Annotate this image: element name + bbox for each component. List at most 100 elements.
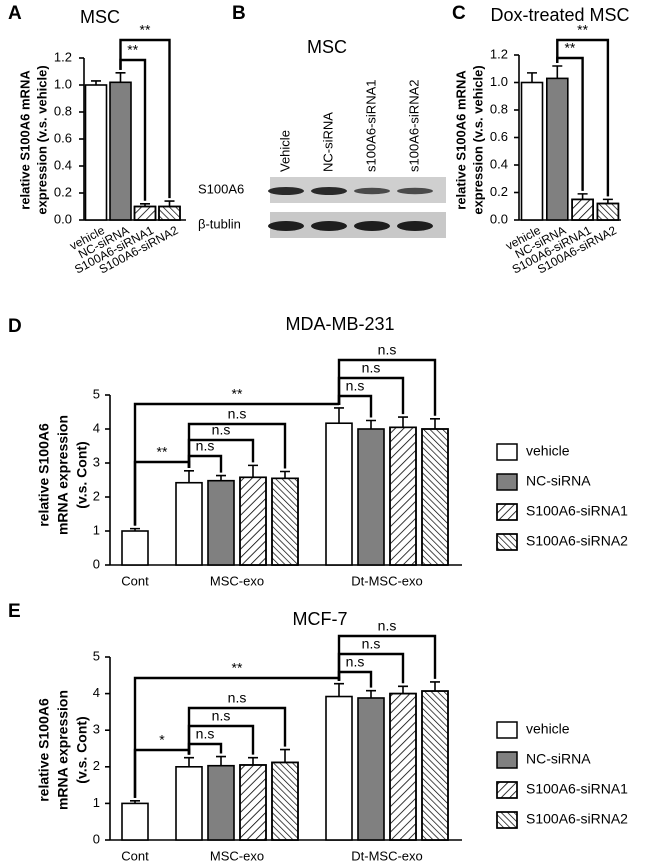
bar-hatch	[571, 198, 594, 221]
bar-hatch	[421, 690, 449, 841]
bar	[325, 422, 353, 566]
lane-label: s100A6-siRNA1	[363, 80, 378, 173]
y-tick-label: 2	[93, 758, 100, 773]
bar	[207, 764, 235, 841]
legend-hatch	[496, 533, 518, 551]
blot-band	[397, 221, 433, 231]
y-tick-label: 0.6	[54, 130, 72, 145]
error-bar	[216, 755, 226, 766]
y-tick-label: 0	[93, 556, 100, 571]
error-bar	[280, 470, 290, 479]
bar-hatch	[421, 428, 449, 566]
error-bar	[334, 407, 344, 424]
y-tick-label: 0.8	[490, 101, 508, 116]
significance-bracket	[556, 38, 610, 197]
significance-label: n.s	[378, 342, 397, 358]
y-tick-label: 1.0	[54, 76, 72, 91]
lane-label: s100A6-siRNA2	[406, 80, 421, 173]
bar-hatch	[271, 477, 299, 566]
significance-label: n.s	[196, 438, 215, 454]
significance-label: *	[159, 732, 165, 748]
error-bar	[366, 419, 376, 429]
y-tick-label: 1.2	[490, 46, 508, 61]
significance-label: n.s	[228, 406, 247, 422]
lane-label: NC-siRNA	[320, 112, 335, 172]
error-bar	[398, 416, 408, 428]
y-tick-label: 1.2	[54, 49, 72, 64]
row-label: S100A6	[198, 181, 244, 196]
y-tick-label: 2	[93, 488, 100, 503]
bar-hatch	[596, 202, 620, 221]
significance-label: **	[157, 444, 168, 460]
legend-label: NC-siRNA	[526, 473, 591, 489]
y-axis-label: relative S100A6 mRNA	[17, 70, 32, 210]
legend-label: vehicle	[526, 443, 570, 459]
y-tick-label: 5	[93, 386, 100, 401]
significance-label: **	[127, 42, 138, 58]
blot-band	[311, 187, 347, 195]
significance-bracket	[133, 402, 341, 526]
y-tick-label: 1	[93, 522, 100, 537]
y-tick-label: 4	[93, 685, 100, 700]
bar-hatch	[133, 205, 157, 221]
bar	[175, 765, 203, 841]
legend-hatch	[496, 781, 518, 799]
legend-swatch	[496, 443, 518, 461]
error-bar	[216, 474, 226, 481]
significance-bracket	[337, 634, 437, 681]
bar	[84, 84, 108, 221]
significance-label: n.s	[212, 708, 231, 724]
error-bar	[140, 203, 150, 207]
significance-label: **	[564, 40, 575, 56]
x-tick-label: Dt-MSC-exo	[351, 573, 423, 588]
bar	[121, 802, 149, 841]
bar	[545, 77, 569, 221]
blot-band	[311, 221, 347, 231]
blot-band	[397, 187, 433, 195]
panel-letter: E	[8, 601, 21, 622]
y-tick-label: 0.0	[54, 211, 72, 226]
significance-bracket	[187, 706, 287, 755]
bar-hatch	[239, 764, 267, 841]
error-bar	[602, 198, 613, 204]
y-tick-label: 4	[93, 420, 100, 435]
significance-label: n.s	[228, 690, 247, 706]
significance-label: n.s	[196, 726, 215, 742]
bar	[520, 81, 544, 221]
row-label: β-tublin	[198, 216, 241, 231]
significance-bracket	[187, 742, 223, 755]
blot-band	[354, 221, 390, 231]
y-tick-label: 0.2	[54, 184, 72, 199]
bar-hatch	[271, 761, 299, 841]
chart-title: Dox-treated MSC	[490, 5, 629, 25]
panel-letter: D	[8, 316, 22, 337]
bar	[357, 428, 385, 566]
y-axis-label: expression (v.s. vehicle)	[34, 65, 49, 214]
y-tick-label: 0.8	[54, 103, 72, 118]
significance-bracket	[119, 38, 171, 199]
legend-label: NC-siRNA	[526, 751, 591, 767]
legend-hatch	[496, 811, 518, 829]
panel-letter: A	[8, 3, 22, 24]
y-axis-label: relative S100A6	[36, 698, 52, 802]
significance-bracket	[337, 358, 437, 416]
significance-label: **	[232, 660, 243, 676]
bar	[207, 479, 235, 566]
legend-hatch	[496, 503, 518, 521]
y-tick-label: 0.0	[490, 211, 508, 226]
error-bar	[552, 65, 563, 79]
blot-band	[268, 187, 304, 195]
panel-letter: B	[232, 3, 246, 24]
y-axis-label: relative S100A6 mRNA	[453, 70, 468, 210]
y-tick-label: 1	[93, 795, 100, 810]
significance-bracket	[337, 670, 373, 688]
bar-hatch	[239, 476, 267, 566]
y-tick-label: 0.4	[490, 156, 508, 171]
bar-hatch	[158, 205, 181, 221]
x-tick-label: Cont	[121, 848, 149, 863]
significance-label: n.s	[362, 636, 381, 652]
x-tick-label: MSC-exo	[210, 848, 264, 863]
y-axis-label: (v.s. Cont)	[74, 441, 90, 508]
error-bar	[248, 756, 258, 765]
